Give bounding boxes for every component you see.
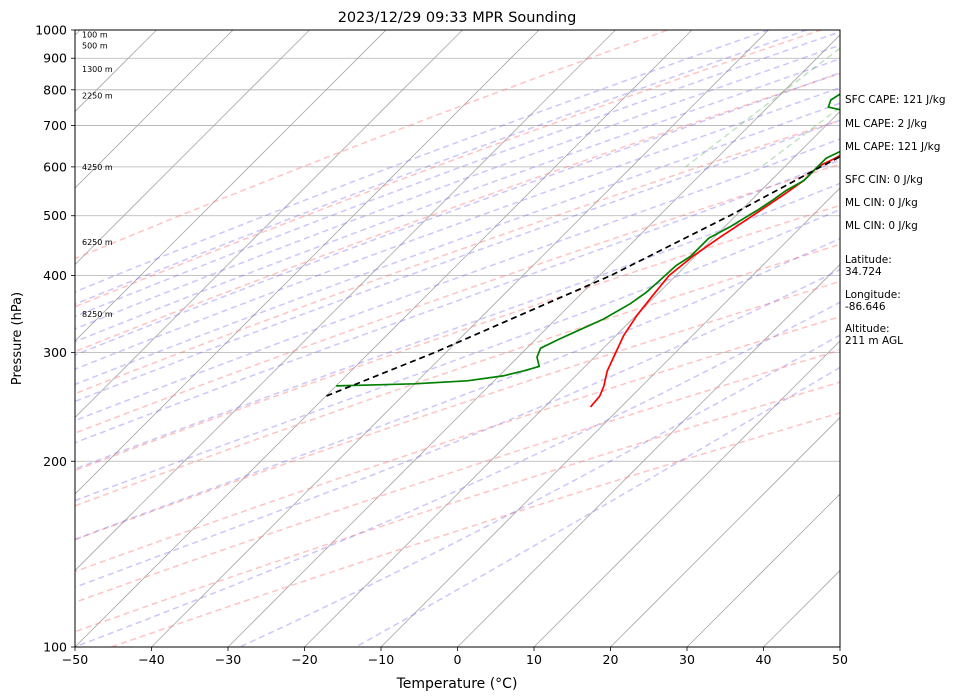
y-tick-label: 300: [43, 345, 67, 360]
dry-adiabat-line: [75, 163, 840, 434]
height-label: 4250 m: [82, 163, 113, 172]
y-tick-label: 600: [43, 159, 67, 174]
y-tick-label: 700: [43, 118, 67, 133]
height-label: 8250 m: [82, 310, 113, 319]
isotherm-line: [380, 187, 840, 647]
y-tick-label: 900: [43, 51, 67, 66]
dry-adiabat-line: [75, 30, 824, 308]
moist-adiabat-line: [75, 237, 840, 541]
x-tick-label: 30: [679, 652, 695, 667]
dry-adiabat-line: [75, 30, 671, 260]
x-tick-label: 10: [526, 652, 542, 667]
dry-adiabat-line: [111, 412, 840, 647]
parameter-annotation: Longitude: -86.646: [845, 289, 901, 313]
moist-adiabat-line: [75, 182, 840, 470]
isotherm-line: [75, 30, 310, 266]
isotherm-line: [0, 30, 4, 647]
parameter-annotation: ML CAPE: 121 J/kg: [845, 141, 941, 153]
height-label: 500 m: [82, 42, 108, 51]
x-tick-label: 40: [756, 652, 772, 667]
isotherm-line: [151, 30, 769, 647]
parameter-annotation: Altitude: 211 m AGL: [845, 323, 903, 347]
moist-adiabat-line: [75, 268, 840, 589]
y-tick-label: 200: [43, 454, 67, 469]
x-tick-label: 0: [454, 652, 462, 667]
isotherm-line: [686, 493, 840, 647]
y-tick-label: 400: [43, 268, 67, 283]
moist-adiabat-line: [75, 208, 840, 502]
x-tick-label: 50: [832, 652, 848, 667]
isotherm-line: [75, 30, 387, 342]
y-tick-label: 800: [43, 82, 67, 97]
dry-adiabat-line: [75, 204, 840, 472]
x-tick-label: 20: [603, 652, 619, 667]
dry-adiabat-line: [75, 349, 840, 604]
height-label: 100 m: [82, 30, 108, 39]
dewpoint-profile: [336, 93, 840, 387]
moist-adiabat-line: [75, 86, 840, 370]
dry-adiabat-line: [75, 243, 840, 507]
dry-adiabat-line: [75, 315, 840, 573]
moist-adiabat-line: [75, 138, 840, 422]
moist-adiabat-line: [75, 102, 840, 386]
moist-adiabat-line: [75, 30, 808, 306]
x-tick-label: −50: [62, 652, 88, 667]
x-tick-label: −20: [291, 652, 317, 667]
parameter-annotation: Latitude: 34.724: [845, 254, 892, 278]
y-axis-label: Pressure (hPa): [10, 292, 25, 385]
isotherm-line: [304, 110, 840, 647]
y-tick-label: 100: [43, 640, 67, 655]
isotherm-line: [610, 416, 840, 647]
x-tick-label: −30: [215, 652, 241, 667]
y-tick-label: 500: [43, 208, 67, 223]
isotherm-line: [457, 263, 840, 647]
isotherm-line: [75, 30, 463, 419]
parameter-annotation: SFC CIN: 0 J/kg: [845, 174, 923, 186]
parameter-annotation: SFC CAPE: 121 J/kg: [845, 94, 946, 106]
isotherm-line: [75, 30, 234, 189]
parameter-annotation: ML CIN: 0 J/kg: [845, 220, 918, 232]
x-axis-label: Temperature (°C): [396, 676, 518, 692]
isotherm-line: [227, 34, 840, 647]
y-tick-label: 1000: [35, 23, 67, 38]
plot-frame: [74, 29, 841, 648]
height-label: 1300 m: [82, 65, 113, 74]
moist-adiabat-line: [75, 57, 840, 343]
height-label: 6250 m: [82, 238, 113, 247]
mixing-ratio-line: [685, 47, 840, 168]
height-label: 2250 m: [82, 92, 113, 101]
moist-adiabat-line: [75, 159, 840, 444]
parameter-annotation: ML CAPE: 2 J/kg: [845, 118, 928, 130]
temperature-profile: [589, 154, 840, 408]
isotherm-line: [75, 30, 540, 495]
isotherm-line: [75, 30, 693, 647]
parameter-annotation: ML CIN: 0 J/kg: [845, 197, 918, 209]
moist-adiabat-line: [75, 30, 769, 293]
isotherm-line: [75, 30, 616, 572]
mixing-ratio-line: [760, 106, 840, 168]
parcel-profile: [325, 155, 840, 397]
chart-title: 2023/12/29 09:33 MPR Sounding: [338, 10, 577, 26]
dry-adiabat-line: [75, 119, 840, 395]
moist-adiabat-line: [75, 72, 840, 356]
moist-adiabat-line: [75, 30, 840, 318]
dry-adiabat-line: [75, 280, 840, 541]
moist-adiabat-line: [75, 119, 840, 403]
x-tick-label: −10: [368, 652, 394, 667]
moist-adiabat-line: [75, 44, 840, 330]
x-tick-label: −40: [138, 652, 164, 667]
isotherm-line: [533, 340, 840, 647]
